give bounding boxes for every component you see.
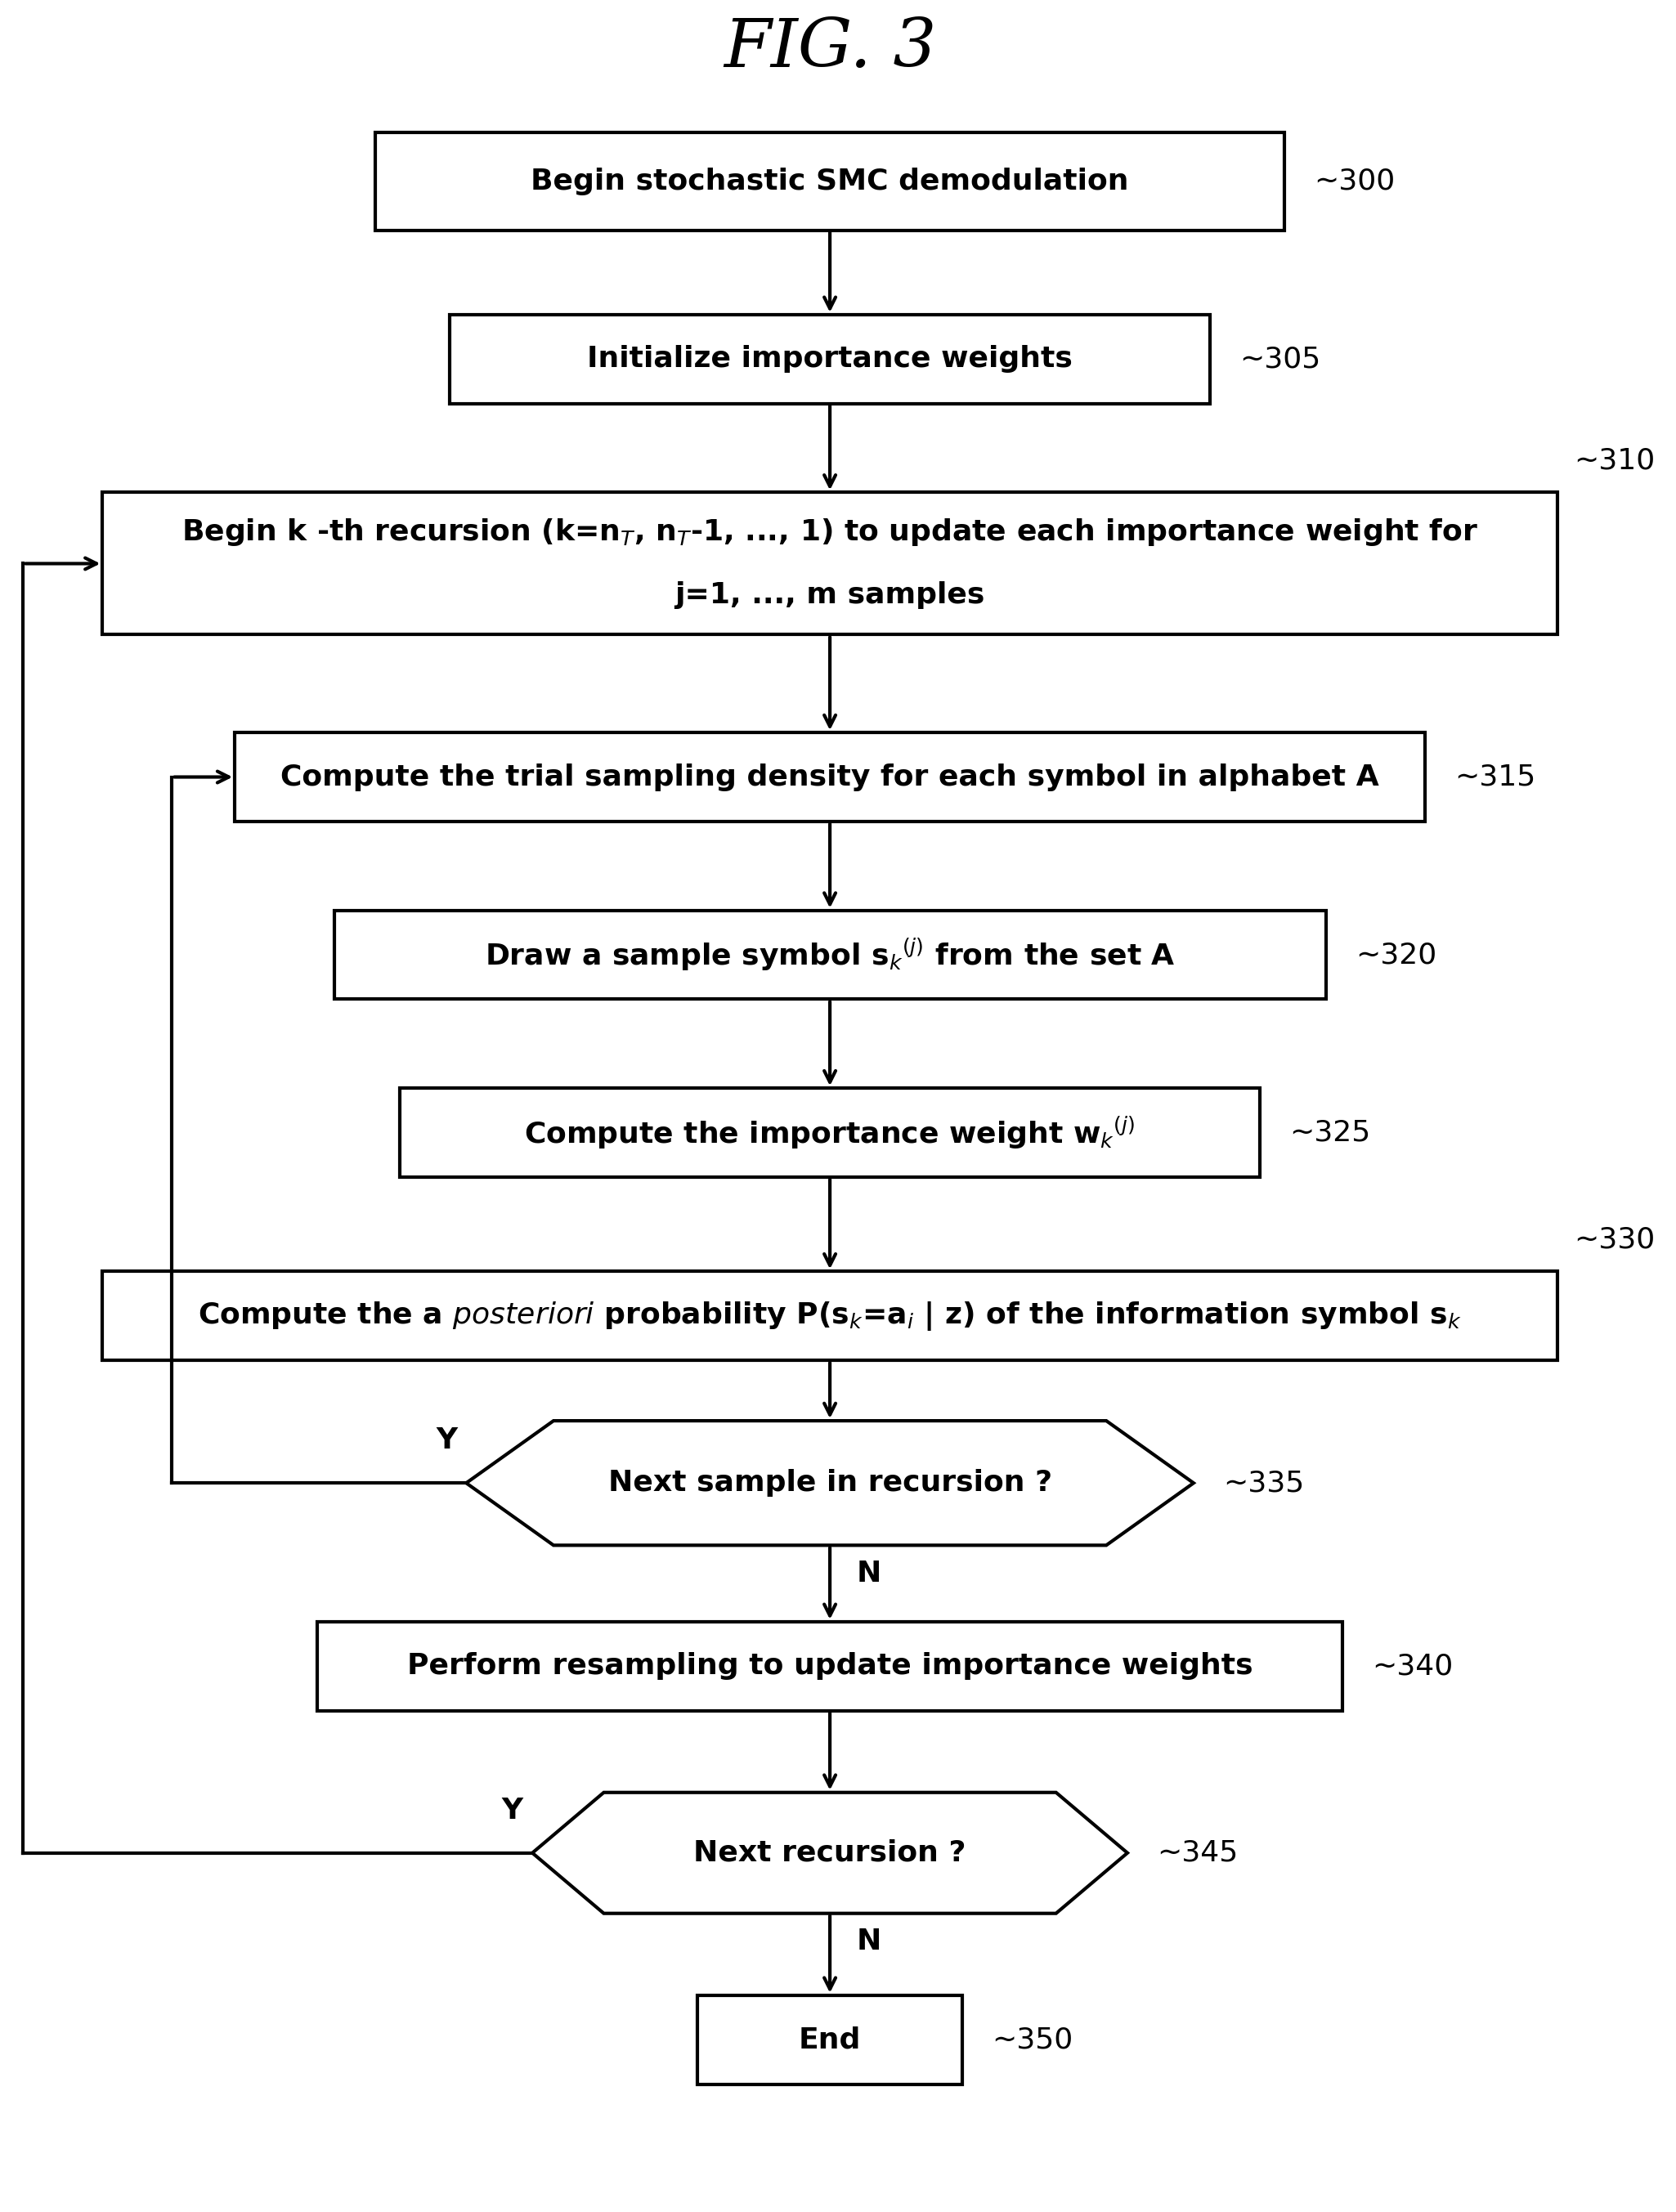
Text: Compute the importance weight w$_k$$^{(j)}$: Compute the importance weight w$_k$$^{(j… — [525, 1115, 1135, 1150]
Text: Next recursion ?: Next recursion ? — [694, 1838, 967, 1867]
Text: ∼335: ∼335 — [1223, 1469, 1304, 1498]
Text: j=1, ..., m samples: j=1, ..., m samples — [675, 582, 985, 608]
FancyBboxPatch shape — [401, 1088, 1260, 1177]
Text: Initialize importance weights: Initialize importance weights — [587, 345, 1073, 374]
Polygon shape — [533, 1792, 1128, 1913]
FancyBboxPatch shape — [375, 133, 1284, 230]
Text: ∼340: ∼340 — [1373, 1652, 1453, 1681]
Polygon shape — [466, 1420, 1193, 1546]
Text: Begin stochastic SMC demodulation: Begin stochastic SMC demodulation — [531, 168, 1130, 195]
FancyBboxPatch shape — [697, 1995, 962, 2084]
FancyBboxPatch shape — [102, 1272, 1557, 1360]
Text: ∼315: ∼315 — [1455, 763, 1535, 792]
Text: ∼310: ∼310 — [1574, 447, 1654, 473]
FancyBboxPatch shape — [102, 493, 1557, 635]
Text: FIG. 3: FIG. 3 — [724, 15, 937, 80]
Text: Compute the trial sampling density for each symbol in alphabet A: Compute the trial sampling density for e… — [280, 763, 1379, 792]
Text: Next sample in recursion ?: Next sample in recursion ? — [608, 1469, 1053, 1498]
Text: ∼320: ∼320 — [1356, 940, 1436, 969]
Text: Y: Y — [436, 1427, 458, 1455]
Text: N: N — [856, 1927, 882, 1955]
Text: Draw a sample symbol s$_k$$^{(j)}$ from the set A: Draw a sample symbol s$_k$$^{(j)}$ from … — [484, 938, 1175, 973]
Text: ∼330: ∼330 — [1574, 1225, 1654, 1254]
FancyBboxPatch shape — [235, 732, 1425, 821]
FancyBboxPatch shape — [334, 911, 1326, 1000]
Text: Begin k -th recursion (k=n$_T$, n$_T$-1, ..., 1) to update each importance weigh: Begin k -th recursion (k=n$_T$, n$_T$-1,… — [181, 518, 1478, 549]
Text: ∼325: ∼325 — [1289, 1119, 1371, 1146]
Text: Perform resampling to update importance weights: Perform resampling to update importance … — [407, 1652, 1254, 1681]
Text: ∼305: ∼305 — [1240, 345, 1321, 374]
Text: Y: Y — [501, 1796, 523, 1825]
Text: End: End — [799, 2026, 861, 2053]
Text: ∼350: ∼350 — [992, 2026, 1073, 2053]
Text: ∼345: ∼345 — [1156, 1838, 1239, 1867]
Text: N: N — [856, 1559, 882, 1588]
Text: ∼300: ∼300 — [1314, 168, 1396, 195]
FancyBboxPatch shape — [317, 1621, 1342, 1710]
FancyBboxPatch shape — [449, 314, 1210, 403]
Text: Compute the a $\it{posteriori}$ probability P(s$_k$=a$_i$ | z) of the informatio: Compute the a $\it{posteriori}$ probabil… — [198, 1298, 1461, 1332]
